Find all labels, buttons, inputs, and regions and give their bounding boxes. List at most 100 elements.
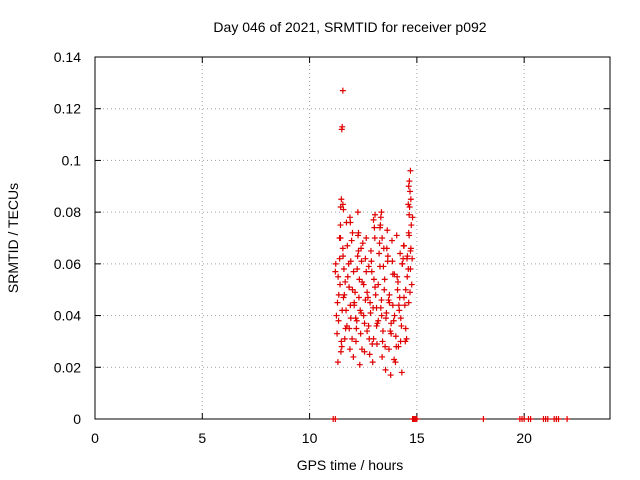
data-point: [337, 281, 344, 288]
data-point: [332, 268, 339, 275]
data-point: [405, 229, 412, 236]
data-point: [368, 258, 375, 265]
data-point: [395, 343, 402, 350]
data-point: [367, 309, 374, 316]
data-point: [348, 237, 355, 244]
chart-title: Day 046 of 2021, SRMTID for receiver p09…: [213, 19, 486, 35]
data-point: [335, 273, 342, 280]
data-point: [357, 330, 364, 337]
data-point: [405, 201, 412, 208]
data-point: [344, 273, 351, 280]
data-point: [391, 312, 398, 319]
data-point: [362, 255, 369, 262]
data-point: [356, 361, 363, 368]
data-point: [340, 206, 347, 213]
data-point: [352, 289, 359, 296]
data-point: [382, 366, 389, 373]
data-point: [390, 317, 397, 324]
data-point: [347, 302, 354, 309]
data-point: [393, 232, 400, 239]
x-tick-label: 0: [91, 430, 99, 446]
data-point: [401, 302, 408, 309]
data-point: [408, 222, 415, 229]
data-point: [398, 322, 405, 329]
data-point: [564, 416, 571, 422]
data-point: [391, 356, 398, 363]
data-point: [382, 315, 389, 322]
x-tick-label: 5: [198, 430, 206, 446]
data-point: [339, 245, 346, 252]
data-point: [346, 214, 353, 221]
data-point: [336, 255, 343, 262]
data-point: [332, 260, 339, 267]
data-point: [337, 222, 344, 229]
y-tick-label: 0.04: [54, 308, 81, 324]
data-point: [346, 346, 353, 353]
data-point: [384, 253, 391, 260]
data-point: [373, 341, 380, 348]
data-point: [397, 315, 404, 322]
data-point: [383, 309, 390, 316]
data-point: [356, 276, 363, 283]
data-point: [373, 322, 380, 329]
data-point: [378, 209, 385, 216]
data-point: [404, 255, 411, 262]
x-tick-label: 20: [516, 430, 532, 446]
data-point: [379, 338, 386, 345]
data-point: [358, 258, 365, 265]
data-point: [405, 266, 412, 273]
data-point: [342, 278, 349, 285]
data-point: [354, 266, 361, 273]
data-point: [408, 281, 415, 288]
data-point: [384, 227, 391, 234]
data-point: [363, 268, 370, 275]
data-point: [406, 211, 413, 218]
data-point: [354, 209, 361, 216]
data-point: [380, 263, 387, 270]
data-point: [353, 317, 360, 324]
data-point: [364, 289, 371, 296]
data-point: [398, 369, 405, 376]
data-point: [406, 178, 413, 185]
data-point: [381, 276, 388, 283]
data-point: [402, 286, 409, 293]
data-point: [359, 240, 366, 247]
y-tick-label: 0.06: [54, 256, 81, 272]
data-point: [355, 229, 362, 236]
data-point: [334, 330, 341, 337]
data-point: [397, 250, 404, 257]
data-point: [367, 299, 374, 306]
data-point: [352, 338, 359, 345]
data-point: [350, 268, 357, 275]
y-tick-label: 0: [73, 411, 81, 427]
data-point: [339, 307, 346, 314]
data-point: [382, 343, 389, 350]
data-point: [370, 276, 377, 283]
y-tick-label: 0.02: [54, 359, 81, 375]
data-point: [389, 302, 396, 309]
data-point: [404, 273, 411, 280]
data-point: [379, 353, 386, 360]
data-point: [365, 263, 372, 270]
data-point: [360, 281, 367, 288]
data-point: [345, 260, 352, 267]
data-point: [346, 284, 353, 291]
data-point: [340, 294, 347, 301]
data-point: [375, 281, 382, 288]
axis-ticks: 0 5 10 15 20 0 0.02 0.04 0.06 0.08 0.1 0.12 0.14: [54, 49, 610, 446]
data-point: [527, 416, 534, 422]
data-point: [386, 291, 393, 298]
data-point: [381, 286, 388, 293]
data-point: [353, 325, 360, 332]
grid-lines: [95, 57, 610, 419]
data-point: [340, 253, 347, 260]
data-point: [358, 309, 365, 316]
data-point: [355, 294, 362, 301]
x-tick-label: 15: [409, 430, 425, 446]
data-point: [366, 335, 373, 342]
data-point: [351, 299, 358, 306]
data-point: [407, 247, 414, 254]
data-point: [392, 333, 399, 340]
data-point: [341, 335, 348, 342]
data-point: [333, 312, 340, 319]
